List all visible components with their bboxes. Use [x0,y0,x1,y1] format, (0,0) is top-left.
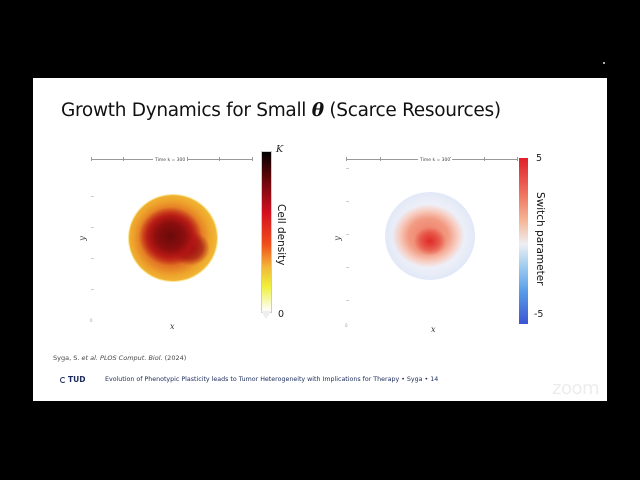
y-axis-label: y [332,236,342,241]
colorbar-bottom-label: 0 [278,309,285,320]
tud-logo-text: TUD [68,375,86,384]
presentation-slide: Growth Dynamics for Small θ (Scarce Reso… [33,78,607,401]
axis-tick [219,157,220,161]
origin-label: 0 [345,323,348,328]
axis-tick [187,157,188,161]
switch-parameter-heatmap [385,192,475,280]
switch-parameter-colorbar [519,158,528,324]
citation-etal: et al. [81,354,98,362]
slide-title: Growth Dynamics for Small θ (Scarce Reso… [61,100,501,121]
theta-symbol: θ [311,100,324,121]
citation-journal: PLOS Comput. Biol. [97,354,163,362]
citation: Syga, S. et al. PLOS Comput. Biol. (2024… [53,354,186,362]
x-axis-label: x [431,325,436,334]
x-axis-label: x [170,322,175,331]
switch-parameter-plot: Time k = 300 y x 0 [333,151,518,334]
slide-footer: TUD Evolution of Phenotypic Plasticity l… [33,371,607,389]
cell-density-heatmap [129,195,217,281]
axis-tick [484,157,485,161]
time-label: Time k = 300 [418,158,453,163]
y-tick [91,258,94,259]
footer-text: Evolution of Phenotypic Plasticity leads… [105,376,439,383]
title-text-suffix: (Scarce Resources) [323,100,501,121]
y-tick [346,168,349,169]
axis-tick [380,157,381,161]
colorbar-bottom-label: -5 [534,309,544,320]
colorbar-extend-tip [261,311,271,319]
top-axis: Time k = 300 [346,157,518,163]
colorbar-top-label: 5 [536,153,543,164]
zoom-watermark: zoom [552,378,600,399]
axis-tick [252,157,253,161]
y-tick [91,196,94,197]
y-axis-label: y [77,236,87,241]
citation-year: (2024) [162,354,187,362]
y-tick [346,234,349,235]
colorbar-title: Cell density [275,204,287,266]
y-tick [346,300,349,301]
axis-tick [517,157,518,161]
indicator-dot [603,62,605,64]
tud-logo: TUD [60,375,85,384]
colorbar-title: Switch parameter [534,192,546,286]
y-tick [346,201,349,202]
y-tick [91,227,94,228]
cell-density-plot: Time k = 300 y x 0 [78,151,261,331]
colorbar-top-label: K [276,144,284,155]
axis-tick [346,157,347,161]
axis-tick [91,157,92,161]
citation-authors: Syga, S. [53,354,82,362]
y-tick [346,267,349,268]
origin-label: 0 [90,318,93,323]
y-tick [91,289,94,290]
cell-density-colorbar [261,151,272,313]
axis-tick [123,157,124,161]
title-text: Growth Dynamics for Small [61,100,312,121]
time-label: Time k = 300 [153,158,188,163]
top-axis: Time k = 300 [91,157,253,163]
tud-logo-icon [60,376,66,383]
